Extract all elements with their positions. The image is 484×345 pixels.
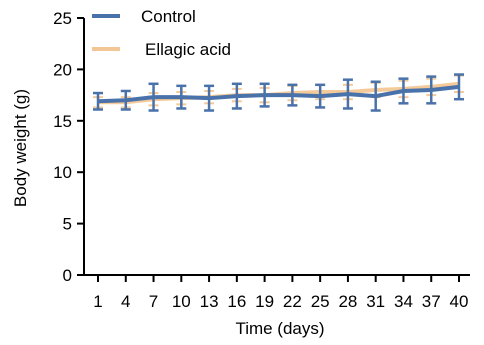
x-tick-label: 16 xyxy=(227,292,246,311)
y-tick-label: 20 xyxy=(53,60,72,79)
series-line xyxy=(97,84,460,104)
x-tick-label: 34 xyxy=(394,292,413,311)
x-tick-label: 28 xyxy=(338,292,357,311)
y-tick-label: 0 xyxy=(63,266,72,285)
x-tick-label: 10 xyxy=(172,292,191,311)
axes-layer xyxy=(83,18,470,276)
x-tick-label: 37 xyxy=(422,292,441,311)
x-tick-label: 13 xyxy=(200,292,219,311)
x-tick-label: 40 xyxy=(450,292,469,311)
legend: Control Ellagic acid xyxy=(92,7,231,59)
x-tick-label: 1 xyxy=(93,292,102,311)
x-tick-label: 25 xyxy=(311,292,330,311)
x-tick-label: 31 xyxy=(366,292,385,311)
y-axis-title: Body weight (g) xyxy=(11,89,30,207)
y-tick-label: 10 xyxy=(53,163,72,182)
y-tick-label: 25 xyxy=(53,9,72,28)
ticks-layer: 0 5 10 15 20 25 1 4 7 10 13 16 19 22 25 28 31 34 37 40 xyxy=(53,9,468,311)
legend-label: Ellagic acid xyxy=(145,40,231,59)
x-tick-label: 4 xyxy=(121,292,130,311)
legend-label: Control xyxy=(141,7,196,26)
series-0 xyxy=(93,73,464,112)
x-tick-label: 22 xyxy=(283,292,302,311)
series-layer xyxy=(93,73,464,112)
x-tick-label: 19 xyxy=(255,292,274,311)
y-tick-label: 15 xyxy=(53,112,72,131)
y-tick-label: 5 xyxy=(63,215,72,234)
x-tick-label: 7 xyxy=(149,292,158,311)
x-axis-title: Time (days) xyxy=(235,319,324,338)
